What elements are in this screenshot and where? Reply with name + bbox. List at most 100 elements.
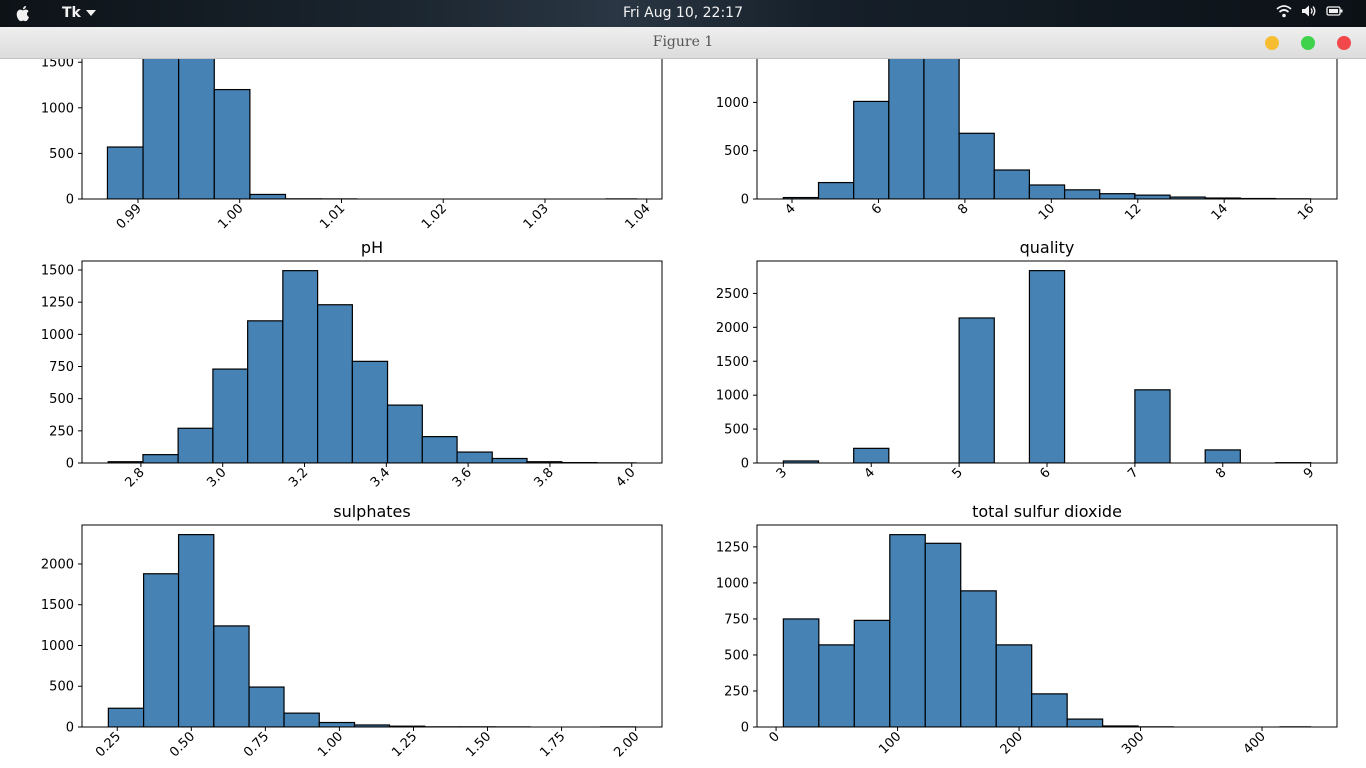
x-tick-label: 2.00 bbox=[611, 729, 642, 760]
y-tick-label: 0 bbox=[741, 721, 749, 736]
top-menu-bar: Tk Fri Aug 10, 22:17 bbox=[0, 0, 1366, 27]
x-tick-label: 6 bbox=[869, 201, 885, 217]
y-tick-label: 500 bbox=[724, 648, 749, 663]
histogram-panel-3: 0 250 500 750 1000 1250 1500 2.8 3.0 3.2 3.4 3.6 3.8… bbox=[41, 238, 663, 490]
histogram-bar bbox=[782, 460, 820, 463]
histogram-bar bbox=[316, 304, 353, 463]
app-menu[interactable]: Tk bbox=[62, 5, 96, 21]
histogram-bar bbox=[1028, 184, 1066, 199]
wifi-icon[interactable] bbox=[1276, 4, 1292, 18]
histogram-bar bbox=[782, 618, 820, 727]
histogram-bar bbox=[282, 270, 319, 463]
y-tick-label: 1000 bbox=[41, 639, 74, 654]
histogram-bar bbox=[283, 712, 320, 727]
histogram-bar bbox=[1099, 193, 1136, 199]
y-tick-label: 0 bbox=[741, 193, 749, 208]
y-tick-label: 1000 bbox=[41, 328, 74, 343]
window-titlebar[interactable]: Figure 1 bbox=[0, 27, 1366, 59]
system-tray bbox=[1276, 4, 1344, 18]
histogram-bar bbox=[923, 59, 960, 199]
x-tick-label: 8 bbox=[1213, 465, 1229, 481]
y-tick-label: 1500 bbox=[716, 59, 749, 63]
bars bbox=[107, 534, 637, 727]
x-tick-label: 0.25 bbox=[93, 729, 124, 760]
histogram-bar bbox=[1063, 189, 1101, 199]
histogram-bar bbox=[106, 146, 144, 199]
x-tick-label: 400 bbox=[1241, 729, 1269, 757]
y-tick-label: 500 bbox=[49, 147, 74, 162]
apple-logo-icon[interactable] bbox=[12, 3, 34, 24]
y-tick-label: 1500 bbox=[41, 59, 74, 71]
y-tick-label: 750 bbox=[724, 612, 749, 627]
y-tick-label: 1000 bbox=[716, 389, 749, 404]
histogram-bar bbox=[177, 534, 215, 727]
minimize-button[interactable] bbox=[1265, 36, 1279, 50]
histogram-bar bbox=[318, 721, 356, 727]
x-tick-label: 100 bbox=[876, 729, 904, 757]
axes-frame bbox=[81, 59, 663, 200]
maximize-button[interactable] bbox=[1301, 36, 1315, 50]
histogram-bar bbox=[247, 320, 284, 463]
chevron-down-icon bbox=[85, 10, 96, 16]
histogram-bar bbox=[958, 132, 995, 199]
histogram-bar bbox=[212, 368, 249, 463]
y-tick-label: 500 bbox=[724, 144, 749, 159]
y-tick-label: 0 bbox=[66, 457, 74, 472]
chart-title: sulphates bbox=[333, 502, 410, 521]
chart-title: pH bbox=[361, 238, 383, 257]
y-tick-label: 1500 bbox=[716, 355, 749, 370]
histogram-bar bbox=[888, 59, 925, 199]
x-tick-label: 0 bbox=[766, 729, 782, 745]
bars bbox=[782, 534, 1312, 727]
y-tick-label: 1000 bbox=[716, 576, 749, 591]
x-tick-label: 1.01 bbox=[317, 201, 348, 232]
histogram-bar bbox=[853, 447, 890, 463]
histogram-bar bbox=[1066, 718, 1104, 727]
x-tick-label: 14 bbox=[1209, 201, 1231, 223]
y-tick-label: 500 bbox=[724, 423, 749, 438]
x-tick-label: 5 bbox=[949, 465, 965, 481]
y-tick-label: 500 bbox=[49, 680, 74, 695]
close-button[interactable] bbox=[1337, 36, 1351, 50]
y-tick-label: 500 bbox=[49, 392, 74, 407]
histogram-panel-5: 0 500 1000 1500 2000 0.25 0.50 0.75 1.00 1.25 1.50… bbox=[41, 502, 663, 760]
y-tick-label: 250 bbox=[724, 684, 749, 699]
histogram-bar bbox=[958, 317, 995, 463]
x-tick-label: 6 bbox=[1037, 465, 1053, 481]
histogram-bar bbox=[1134, 389, 1171, 463]
clock[interactable]: Fri Aug 10, 22:17 bbox=[623, 5, 743, 21]
x-tick-label: 1.25 bbox=[389, 729, 420, 760]
volume-icon[interactable] bbox=[1301, 4, 1317, 18]
histogram-bar bbox=[142, 59, 180, 199]
histogram-bar bbox=[248, 686, 285, 727]
window-title: Figure 1 bbox=[652, 34, 714, 50]
x-tick-label: 4.0 bbox=[613, 465, 638, 490]
bars bbox=[782, 59, 1312, 199]
histogram-bar bbox=[993, 169, 1031, 199]
histogram-panel-4: 0 500 1000 1500 2000 2500 3 4 5 6 7 8 9 quality bbox=[716, 238, 1338, 482]
histogram-bar bbox=[889, 534, 926, 727]
x-tick-label: 0.99 bbox=[114, 201, 145, 232]
x-tick-label: 3.4 bbox=[368, 465, 393, 490]
chart-title: quality bbox=[1020, 238, 1075, 257]
x-tick-label: 0.75 bbox=[241, 729, 272, 760]
y-tick-label: 750 bbox=[49, 360, 74, 375]
histogram-bar bbox=[107, 707, 145, 727]
x-tick-label: 3.0 bbox=[204, 465, 229, 490]
histogram-bar bbox=[1134, 194, 1171, 199]
x-tick-label: 3 bbox=[774, 465, 790, 481]
x-tick-label: 1.50 bbox=[463, 729, 494, 760]
y-tick-label: 0 bbox=[66, 721, 74, 736]
histogram-bar bbox=[491, 457, 528, 463]
histogram-bar bbox=[818, 644, 855, 727]
battery-icon[interactable] bbox=[1326, 5, 1344, 17]
histogram-bar bbox=[924, 542, 962, 727]
histogram-bar bbox=[143, 573, 180, 727]
x-tick-label: 300 bbox=[1119, 729, 1147, 757]
histogram-bar bbox=[177, 427, 214, 463]
x-tick-label: 4 bbox=[782, 201, 798, 217]
histogram-bar bbox=[386, 404, 423, 463]
axes-frame bbox=[756, 59, 1338, 200]
y-tick-label: 2000 bbox=[716, 321, 749, 336]
bars bbox=[782, 270, 1312, 463]
